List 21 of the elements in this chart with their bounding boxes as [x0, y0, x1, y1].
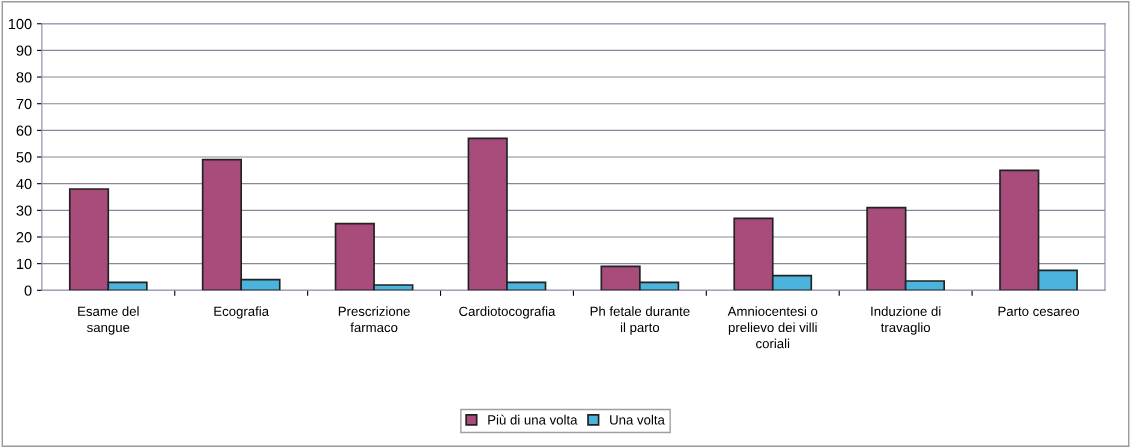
x-tick-label: Parto cesareo: [998, 306, 1080, 316]
y-tick-label: 0: [24, 285, 32, 296]
y-tick-label: 20: [16, 232, 32, 243]
y-tick-label: 60: [16, 125, 32, 136]
x-tick-label: Induzione di travaglio: [871, 306, 941, 335]
y-tick-label: 70: [16, 98, 32, 110]
y-tick-label: 100: [8, 18, 32, 30]
y-tick-label: 90: [16, 45, 32, 56]
x-tick-label: Ph fetale durante il parto: [590, 306, 690, 335]
y-tick-label: 50: [16, 152, 32, 163]
x-tick-label: Ecografia: [214, 306, 270, 319]
y-tick-label: 30: [16, 205, 32, 216]
y-tick-label: 40: [16, 178, 32, 190]
x-tick-label: Esame del sangue: [78, 306, 139, 335]
y-tick-label: 80: [16, 72, 32, 83]
legend-label: Più di una volta: [488, 414, 578, 425]
x-tick-label: Amniocentesi o prelievo dei villi coriali: [727, 306, 818, 349]
x-tick-label: Prescrizione farmaco: [338, 306, 410, 333]
x-tick-label: Cardiotocografia: [459, 306, 556, 319]
y-tick-label: 10: [17, 258, 32, 270]
legend-label: Una volta: [610, 414, 665, 425]
